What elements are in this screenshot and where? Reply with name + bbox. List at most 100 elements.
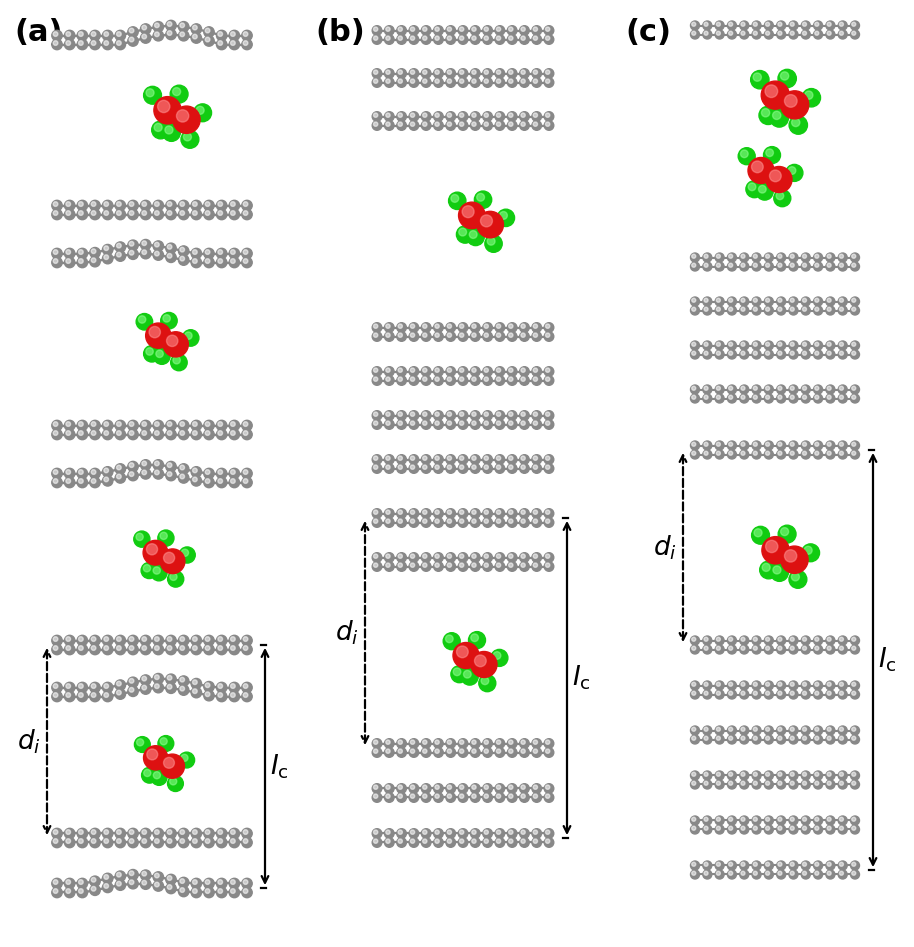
Circle shape xyxy=(741,263,745,267)
Circle shape xyxy=(229,429,239,439)
Circle shape xyxy=(129,839,133,844)
Circle shape xyxy=(141,24,151,34)
Circle shape xyxy=(386,749,390,753)
Circle shape xyxy=(851,450,859,459)
Circle shape xyxy=(814,386,819,390)
Circle shape xyxy=(759,106,777,124)
Circle shape xyxy=(484,563,488,567)
Circle shape xyxy=(422,510,427,514)
Circle shape xyxy=(802,306,811,315)
Circle shape xyxy=(217,209,227,220)
Circle shape xyxy=(481,215,493,227)
Circle shape xyxy=(814,342,819,347)
Circle shape xyxy=(508,79,513,83)
Circle shape xyxy=(460,421,463,425)
Circle shape xyxy=(66,41,70,45)
Circle shape xyxy=(372,35,382,45)
Circle shape xyxy=(472,465,476,470)
Circle shape xyxy=(827,817,831,821)
Circle shape xyxy=(142,421,146,426)
Circle shape xyxy=(435,333,440,337)
Circle shape xyxy=(397,793,407,802)
Circle shape xyxy=(386,113,390,117)
Circle shape xyxy=(813,816,823,825)
Circle shape xyxy=(814,263,819,267)
Circle shape xyxy=(165,829,176,839)
Circle shape xyxy=(151,564,167,581)
Circle shape xyxy=(243,880,248,884)
Circle shape xyxy=(532,411,541,420)
Circle shape xyxy=(191,420,201,431)
Circle shape xyxy=(763,147,781,164)
Circle shape xyxy=(409,455,419,464)
Circle shape xyxy=(446,120,455,131)
Circle shape xyxy=(728,826,733,831)
Circle shape xyxy=(748,157,774,184)
Circle shape xyxy=(484,113,488,117)
Circle shape xyxy=(532,739,541,748)
Circle shape xyxy=(471,509,480,518)
Circle shape xyxy=(206,202,210,206)
Circle shape xyxy=(79,431,83,436)
Circle shape xyxy=(242,682,252,692)
Circle shape xyxy=(230,888,235,893)
Circle shape xyxy=(102,682,112,692)
Circle shape xyxy=(838,385,847,394)
Circle shape xyxy=(142,250,146,255)
Circle shape xyxy=(154,429,164,439)
Circle shape xyxy=(472,519,476,524)
Circle shape xyxy=(385,455,394,464)
Circle shape xyxy=(52,887,62,898)
Circle shape xyxy=(544,26,554,35)
Circle shape xyxy=(230,830,235,834)
Circle shape xyxy=(460,554,463,559)
Circle shape xyxy=(128,429,138,439)
Text: $I_\mathrm{c}$: $I_\mathrm{c}$ xyxy=(878,646,897,674)
Circle shape xyxy=(496,740,501,744)
Circle shape xyxy=(789,780,798,789)
Circle shape xyxy=(851,861,859,870)
Circle shape xyxy=(435,563,440,567)
Circle shape xyxy=(508,333,513,337)
Circle shape xyxy=(142,241,146,245)
Circle shape xyxy=(789,441,798,450)
Circle shape xyxy=(507,78,517,87)
Circle shape xyxy=(154,837,164,848)
Circle shape xyxy=(533,113,537,117)
Circle shape xyxy=(435,421,440,425)
Circle shape xyxy=(728,771,737,780)
Circle shape xyxy=(789,30,798,39)
Circle shape xyxy=(435,465,440,470)
Circle shape xyxy=(777,645,786,654)
Circle shape xyxy=(409,411,419,420)
Circle shape xyxy=(91,249,96,254)
Circle shape xyxy=(546,519,550,524)
Circle shape xyxy=(533,830,537,834)
Circle shape xyxy=(142,881,146,885)
Circle shape xyxy=(129,431,133,436)
Circle shape xyxy=(453,642,479,669)
Circle shape xyxy=(117,202,122,206)
Circle shape xyxy=(813,825,823,834)
Circle shape xyxy=(781,72,789,80)
Circle shape xyxy=(180,879,185,884)
Circle shape xyxy=(741,862,745,867)
Circle shape xyxy=(728,451,733,456)
Circle shape xyxy=(180,247,185,252)
Circle shape xyxy=(90,829,101,839)
Circle shape xyxy=(372,376,382,385)
Circle shape xyxy=(692,22,696,27)
Circle shape xyxy=(397,376,407,385)
Circle shape xyxy=(766,871,770,875)
Circle shape xyxy=(752,306,761,315)
Circle shape xyxy=(399,554,402,559)
Circle shape xyxy=(372,26,382,35)
Circle shape xyxy=(508,519,513,524)
Circle shape xyxy=(532,323,541,332)
Circle shape xyxy=(752,253,761,262)
Circle shape xyxy=(838,450,847,459)
Circle shape xyxy=(791,736,794,741)
Circle shape xyxy=(242,644,252,654)
Circle shape xyxy=(715,297,724,306)
Circle shape xyxy=(704,351,708,355)
